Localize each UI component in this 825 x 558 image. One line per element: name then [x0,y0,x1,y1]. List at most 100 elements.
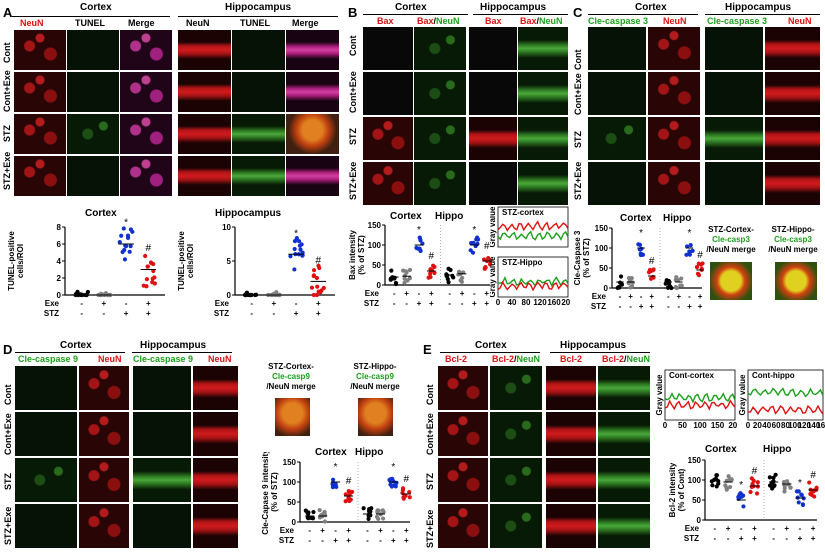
exe-sign: - [393,289,396,298]
cortex-header: Cortex [475,340,507,351]
data-point [618,274,624,279]
image-tile [648,162,700,205]
image-tile [15,458,77,502]
inset-image [775,262,817,300]
data-point [315,284,320,289]
data-point [669,285,674,291]
stz-sign: + [798,534,803,543]
exe-sign: + [784,524,789,533]
exe-sign: - [688,292,691,301]
col-tunel-h: TUNEL [240,18,270,28]
data-point [369,506,374,511]
row-cont-exe: Cont+Exe [573,73,583,115]
stz-sign: + [811,534,816,543]
significance-marker: # [484,241,490,252]
stz-sign: + [124,309,129,318]
cortex-header: Cortex [635,2,667,13]
data-point [294,236,299,241]
data-point [665,285,671,290]
row-cont: Cont [348,35,358,57]
image-tile [14,156,66,196]
data-point [343,499,348,504]
image-tile [15,504,77,548]
red-profile-line [664,399,736,411]
image-tile [232,30,285,70]
data-point [274,290,279,295]
image-tile [363,72,413,115]
cortex-header: Cortex [395,2,427,13]
row-stz: STZ [425,473,435,490]
image-tile [79,366,129,410]
significance-marker: # [810,470,816,481]
col-bcl2-neun: Bcl-2/NeuN [492,354,541,364]
significance-marker: * [294,229,298,240]
panel-c: C Cortex Hippocampus Cle-caspase 3 NeuN … [570,0,825,325]
line-chart-title: STZ-Hippo [502,258,543,267]
red-profile-line [497,220,569,232]
exe-sign: + [811,524,816,533]
exe-sign: - [473,289,476,298]
exe-sign: + [484,289,489,298]
panel-e: E Cortex Hippocampus Bcl-2 Bcl-2/NeuN Bc… [420,340,825,558]
data-point [297,243,302,248]
significance-marker: # [146,243,152,254]
row-cont-exe: Cont+Exe [3,413,13,455]
x-tick-label: 60 [772,421,781,430]
image-tile [67,114,119,154]
image-tile [414,117,466,160]
chart-title: Hippo [355,447,384,458]
line-bcl2-cortex: Cont-cortex 0 50 100 150200 Gray value [655,369,737,430]
data-point [346,488,351,494]
col-clecasp3: Cle-caspase 3 [588,16,649,26]
data-point [127,249,132,254]
stz-label: STZ [214,309,229,318]
y-tick-label: 100 [368,241,382,250]
stz-sign: - [619,302,622,311]
stz-sign: - [727,534,730,543]
data-point [470,250,476,255]
panel-d: D Cortex Hippocampus Cle-caspase 9 NeuN … [0,340,415,558]
exe-sign: - [250,299,253,308]
image-tile [193,458,238,502]
x-tick-label: 0 [746,421,751,430]
panel-letter: B [348,5,358,20]
data-point [122,247,127,253]
data-point [298,247,303,252]
significance-marker: * [798,478,802,489]
data-point [333,481,338,487]
row-stz-exe: STZ+Exe [3,506,13,545]
stz-sign: - [772,534,775,543]
exe-sign: + [460,289,465,298]
y-axis-label: Cle-Capase 9 intensity(% of STZ) [261,452,279,535]
exe-sign: - [418,289,421,298]
exe-sign: + [698,292,703,301]
exe-sign: - [772,524,775,533]
stz-sign: - [461,299,464,308]
image-tile [546,412,596,456]
exe-sign: + [752,524,757,533]
data-point [796,489,801,494]
image-tile [648,72,700,115]
x-tick-label: 40 [508,298,517,307]
data-point [330,477,336,482]
stz-sign: - [250,309,253,318]
image-tile [193,504,238,548]
panel-letter: E [423,342,432,357]
line-bcl2-hippo: Cont-hippo 020406080100120140160 Gray valu… [738,369,825,430]
image-tile [15,366,77,410]
image-tile [705,117,763,160]
data-point [695,271,701,276]
plot-frame [497,256,569,298]
data-point [617,285,622,290]
image-tile [286,114,339,154]
stz-sign: + [752,534,757,543]
stz-label: STZ [364,299,379,308]
chart-title: Cortex [390,211,422,222]
row-stz-exe: STZ+Exe [425,509,435,548]
stz-sign: + [687,302,692,311]
data-point [151,261,156,267]
plot-frame [497,206,569,248]
data-point [407,267,413,273]
data-point [85,289,91,295]
data-point [796,500,801,505]
